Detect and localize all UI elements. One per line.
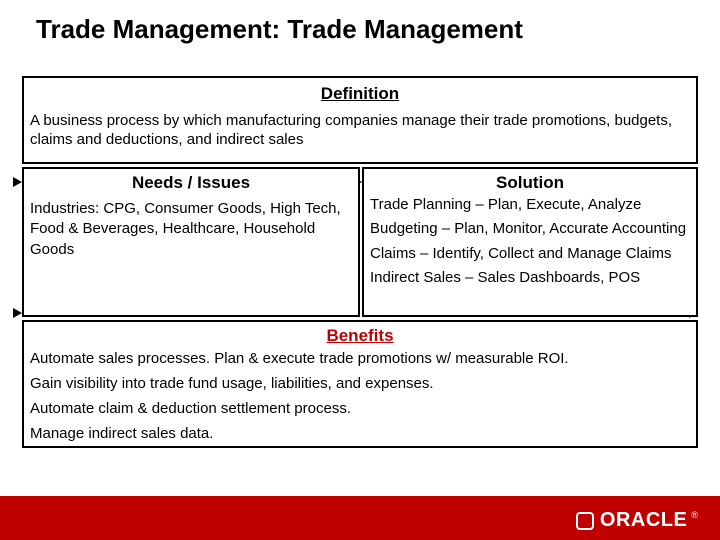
- brand-mark-icon: [576, 512, 594, 530]
- brand-tm: ®: [691, 510, 698, 520]
- benefits-header: Benefits: [24, 322, 696, 346]
- solution-header: Solution: [364, 169, 696, 193]
- solution-line: Indirect Sales – Sales Dashboards, POS: [364, 266, 696, 290]
- slide: Trade Management: Trade Management Defin…: [0, 0, 720, 540]
- definition-body: A business process by which manufacturin…: [24, 104, 696, 150]
- brand-logo: ORACLE ®: [576, 509, 698, 532]
- arrow-icon: [13, 177, 22, 187]
- solution-line: Trade Planning – Plan, Execute, Analyze: [364, 193, 696, 217]
- benefit-line: Automate claim & deduction settlement pr…: [24, 396, 696, 421]
- page-title: Trade Management: Trade Management: [36, 14, 523, 45]
- benefit-line: Automate sales processes. Plan & execute…: [24, 346, 696, 371]
- needs-box: Needs / Issues Industries: CPG, Consumer…: [22, 167, 360, 317]
- benefits-box: Benefits Automate sales processes. Plan …: [22, 320, 698, 448]
- definition-header: Definition: [24, 78, 696, 104]
- solution-line: Budgeting – Plan, Monitor, Accurate Acco…: [364, 217, 696, 241]
- needs-header: Needs / Issues: [24, 169, 358, 193]
- solution-box: Solution Trade Planning – Plan, Execute,…: [362, 167, 698, 317]
- solution-line: Claims – Identify, Collect and Manage Cl…: [364, 242, 696, 266]
- footer-bar: ORACLE ®: [0, 496, 720, 540]
- arrow-icon: [13, 308, 22, 318]
- needs-body: Industries: CPG, Consumer Goods, High Te…: [24, 193, 358, 260]
- brand-name: ORACLE: [600, 509, 687, 532]
- benefit-line: Gain visibility into trade fund usage, l…: [24, 371, 696, 396]
- benefit-line: Manage indirect sales data.: [24, 421, 696, 446]
- definition-box: Definition A business process by which m…: [22, 76, 698, 164]
